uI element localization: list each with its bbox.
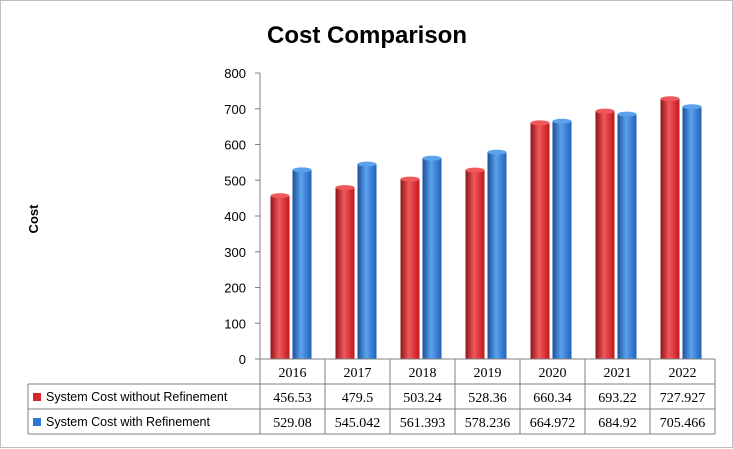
x-category-label: 2019: [474, 366, 502, 381]
x-category-label: 2016: [279, 366, 307, 381]
x-category-label: 2017: [344, 366, 372, 381]
bar-without-refinement-2019: [465, 170, 485, 359]
y-tick-label: 600: [224, 138, 246, 153]
x-category-label: 2020: [539, 366, 567, 381]
data-label: 727.927: [660, 391, 706, 406]
bar-without-refinement-2018: [400, 179, 420, 359]
bar-with-refinement-2018: [422, 158, 442, 359]
bar-without-refinement-2022: [660, 98, 680, 359]
bar-top-cap: [617, 111, 637, 117]
bar-top-cap: [465, 167, 485, 173]
data-table: 2016 2017 2018 2019 2020 2021 2022 System Cost …: [27, 358, 716, 435]
y-axis: 0 100 200 300 400 500 600 700 800: [224, 66, 261, 367]
bars-layer: [270, 96, 702, 360]
data-label: 578.236: [465, 416, 511, 431]
bar-top-cap: [682, 104, 702, 110]
x-category-label: 2022: [669, 366, 697, 381]
data-label: 664.972: [530, 416, 576, 431]
bar-top-cap: [660, 96, 680, 102]
bar-with-refinement-2017: [357, 164, 377, 359]
legend-label: System Cost with Refinement: [46, 415, 210, 429]
data-label: 456.53: [273, 391, 312, 406]
bar-without-refinement-2016: [270, 195, 290, 359]
bar-top-cap: [552, 118, 572, 124]
x-category-label: 2021: [604, 366, 632, 381]
data-label: 684.92: [598, 416, 637, 431]
bar-top-cap: [400, 176, 420, 182]
bar-top-cap: [595, 108, 615, 114]
legend-label: System Cost without Refinement: [46, 390, 228, 404]
bar-with-refinement-2021: [617, 114, 637, 359]
data-label: 503.24: [403, 391, 442, 406]
y-tick-label: 700: [224, 102, 246, 117]
data-label: 561.393: [400, 416, 446, 431]
data-label: 693.22: [598, 391, 637, 406]
bar-top-cap: [270, 193, 290, 199]
bar-top-cap: [487, 149, 507, 155]
y-tick-label: 400: [224, 209, 246, 224]
legend-key-with-refinement: [33, 418, 41, 426]
bar-with-refinement-2016: [292, 169, 312, 359]
x-category-label: 2018: [409, 366, 437, 381]
y-tick-label: 800: [224, 66, 246, 81]
data-label: 705.466: [660, 416, 706, 431]
bar-with-refinement-2022: [682, 106, 702, 360]
bar-top-cap: [335, 185, 355, 191]
bar-without-refinement-2017: [335, 187, 355, 359]
y-tick-label: 0: [239, 352, 246, 367]
y-tick-label: 500: [224, 173, 246, 188]
bar-with-refinement-2019: [487, 152, 507, 359]
y-tick-label: 300: [224, 245, 246, 260]
data-label: 529.08: [273, 416, 312, 431]
y-axis-label: Cost: [26, 204, 41, 234]
bar-top-cap: [292, 167, 312, 173]
chart-title: Cost Comparison: [267, 22, 467, 49]
bar-without-refinement-2020: [530, 122, 550, 359]
y-tick-label: 200: [224, 281, 246, 296]
data-label: 528.36: [468, 391, 507, 406]
bar-top-cap: [357, 161, 377, 167]
bar-top-cap: [530, 120, 550, 126]
bar-top-cap: [422, 155, 442, 161]
data-label: 660.34: [533, 391, 572, 406]
bar-with-refinement-2020: [552, 121, 572, 359]
bar-without-refinement-2021: [595, 111, 615, 359]
y-tick-label: 100: [224, 316, 246, 331]
data-label: 479.5: [342, 391, 374, 406]
legend-key-without-refinement: [33, 393, 41, 401]
data-label: 545.042: [335, 416, 381, 431]
